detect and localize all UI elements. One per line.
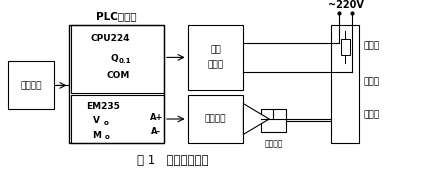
Text: V: V <box>93 116 100 125</box>
Text: COM: COM <box>107 71 130 80</box>
Bar <box>331 25 359 143</box>
Text: o: o <box>104 120 108 126</box>
Text: 0.1: 0.1 <box>119 58 131 64</box>
Text: 电阻丝: 电阻丝 <box>363 41 379 50</box>
Text: 热电偶: 热电偶 <box>363 110 379 119</box>
Text: 图 1   系统结构框图: 图 1 系统结构框图 <box>136 154 208 167</box>
Polygon shape <box>243 104 269 134</box>
Text: 继电器: 继电器 <box>207 61 223 70</box>
Text: A-: A- <box>151 127 161 136</box>
Bar <box>69 25 163 143</box>
Text: PLC控制器: PLC控制器 <box>96 12 137 22</box>
Text: ~220V: ~220V <box>327 0 362 10</box>
Text: Q: Q <box>111 54 118 63</box>
Bar <box>260 109 286 132</box>
Bar <box>340 39 349 55</box>
Text: CPU224: CPU224 <box>90 34 129 43</box>
Text: o: o <box>104 134 109 140</box>
Text: A+: A+ <box>149 113 163 122</box>
Bar <box>71 95 163 143</box>
Text: M: M <box>92 130 101 139</box>
Bar <box>187 95 243 143</box>
Text: 放大电路: 放大电路 <box>204 115 226 124</box>
Text: 冷端补偿: 冷端补偿 <box>264 139 282 148</box>
Bar <box>9 61 53 109</box>
Text: EM235: EM235 <box>86 102 120 111</box>
Text: 显示仪表: 显示仪表 <box>20 81 42 90</box>
Text: 电动势: 电动势 <box>363 77 379 86</box>
Bar <box>71 25 163 93</box>
Bar <box>187 25 243 90</box>
Text: 固态: 固态 <box>210 45 220 54</box>
